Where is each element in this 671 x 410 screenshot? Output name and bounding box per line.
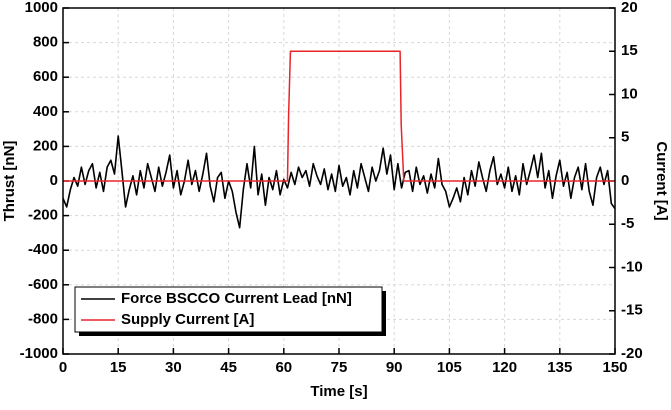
x-tick-label: 60 <box>275 359 292 376</box>
y2-tick-label: 0 <box>621 172 629 189</box>
y-tick-label: 200 <box>33 137 58 154</box>
plot-frame <box>62 7 616 355</box>
y-tick-label: -400 <box>28 241 58 258</box>
x-tick-label: 90 <box>386 359 403 376</box>
y-tick-label: -800 <box>28 310 58 327</box>
y2-tick-label: 5 <box>621 129 629 146</box>
y-tick-label: 1000 <box>25 0 58 16</box>
y2-axis-label: Current [A] <box>653 141 670 220</box>
y-axis-label: Thrust [nN] <box>1 141 18 222</box>
y-tick-label: -200 <box>28 207 58 224</box>
legend-label: Force BSCCO Current Lead [nN] <box>121 290 352 307</box>
legend-label: Supply Current [A] <box>121 311 254 328</box>
y-tick-label: -600 <box>28 276 58 293</box>
x-tick-label: 15 <box>110 359 127 376</box>
x-axis-label: Time [s] <box>310 383 367 400</box>
y2-tick-label: 10 <box>621 85 638 102</box>
y2-tick-label: -5 <box>621 215 634 232</box>
y2-tick-label: -20 <box>621 345 643 362</box>
legend <box>74 286 383 333</box>
y-tick-label: 800 <box>33 34 58 51</box>
x-tick-label: 0 <box>59 359 67 376</box>
x-tick-label: 45 <box>220 359 237 376</box>
x-tick-label: 105 <box>437 359 462 376</box>
y2-tick-label: -15 <box>621 302 643 319</box>
y-tick-label: 600 <box>33 68 58 85</box>
y-tick-label: 0 <box>50 172 58 189</box>
y-tick-label: 400 <box>33 103 58 120</box>
x-tick-label: 150 <box>602 359 627 376</box>
y-tick-label: -1000 <box>20 345 58 362</box>
x-tick-label: 120 <box>492 359 517 376</box>
y2-tick-label: 20 <box>621 0 638 16</box>
y2-tick-label: 15 <box>621 42 638 59</box>
data-line <box>62 135 616 229</box>
x-tick-label: 75 <box>331 359 348 376</box>
x-tick-label: 30 <box>165 359 182 376</box>
data-line <box>63 50 615 182</box>
x-tick-label: 135 <box>547 359 572 376</box>
y2-tick-label: -10 <box>621 258 643 275</box>
